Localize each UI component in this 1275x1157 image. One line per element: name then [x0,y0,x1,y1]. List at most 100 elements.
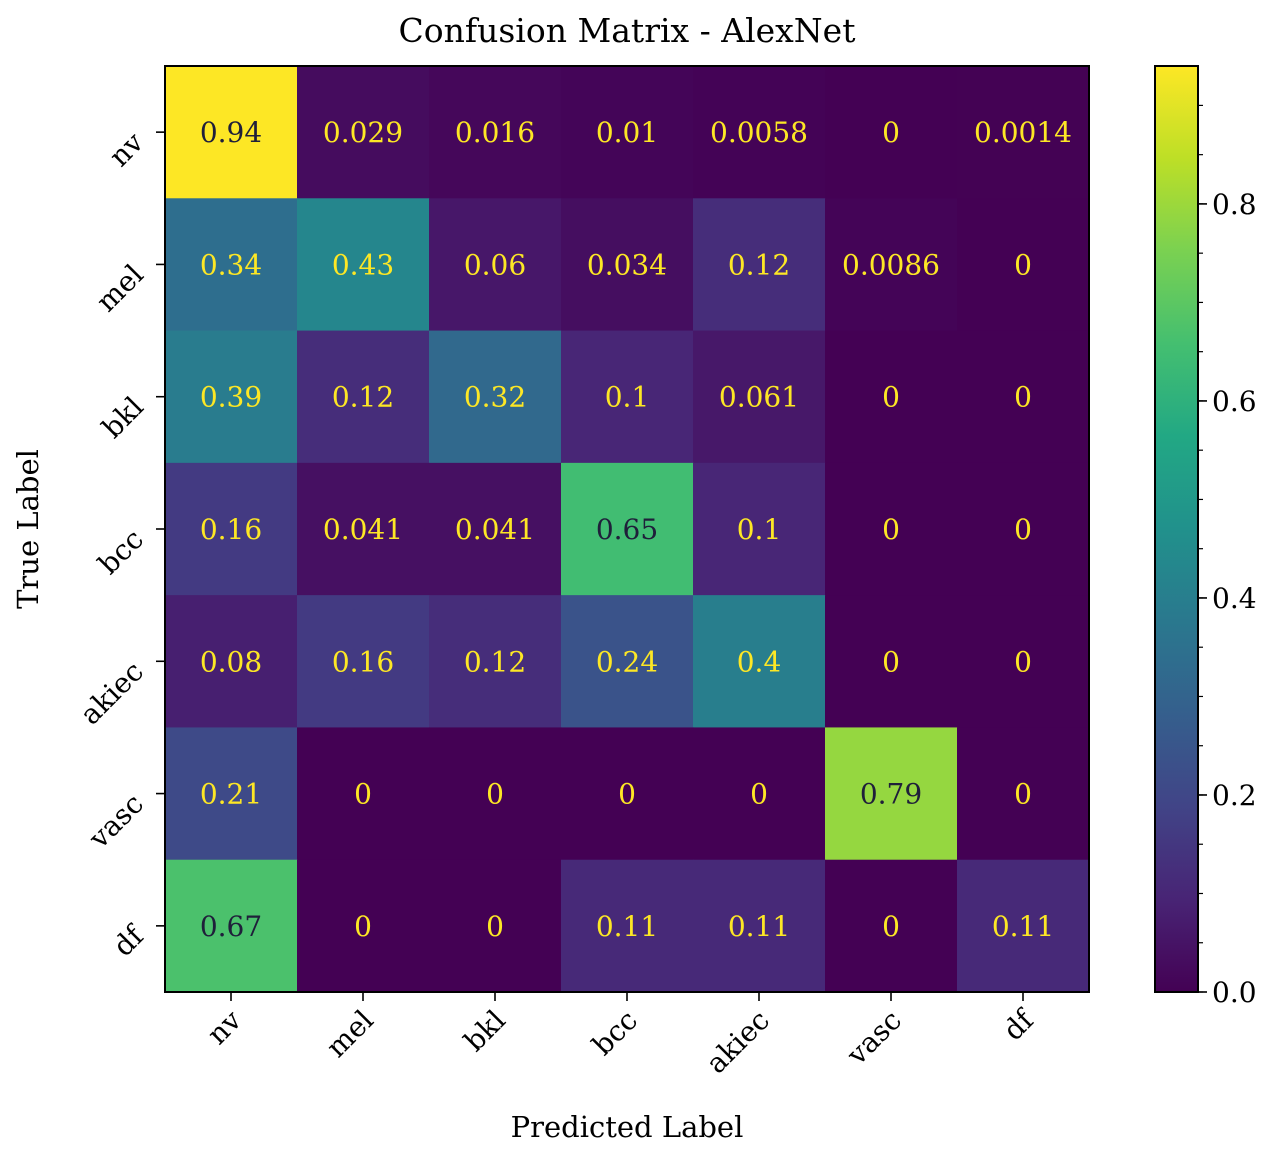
heatmap-cell [561,595,694,729]
heatmap-cell [297,198,430,332]
cell-value-label: 0 [882,381,900,414]
colorbar-tick-label: 0.2 [1212,779,1257,812]
colorbar-tick-label: 0.6 [1212,385,1257,418]
heatmap-cell [693,595,826,729]
heatmap-cell-labels: 0.94 0.029 0.016 0.01 0.0058 0 0.0014 0.34 0.43 0… [200,116,1072,943]
heatmap-cell [165,66,298,199]
heatmap-cell [957,727,1090,861]
heatmap-cell [165,198,298,332]
cell-value-label: 0.0058 [710,116,808,149]
heatmap-cell [957,330,1090,464]
cell-value-label: 0 [882,645,900,678]
cell-value-label: 0.65 [596,513,658,546]
heatmap-cell [957,595,1090,729]
y-tick-label: bkl [96,390,150,444]
heatmap-cell [561,330,694,464]
heatmap-cell [429,66,562,199]
cell-value-label: 0 [1014,513,1032,546]
colorbar [1154,65,1199,993]
heatmap-cell [957,462,1090,596]
cell-value-label: 0.67 [200,910,262,943]
y-tick-label: bcc [92,523,150,581]
cell-value-label: 0.08 [200,645,262,678]
cell-value-label: 0.94 [200,116,262,149]
heatmap-cell [165,727,298,861]
y-tick-label: df [107,918,152,963]
heatmap-cell [297,330,430,464]
cell-value-label: 0 [882,116,900,149]
cell-value-label: 0.16 [332,645,394,678]
heatmap-cell [165,330,298,464]
x-axis-ticks: nv mel bkl bcc akiec vasc df [201,992,1042,1080]
heatmap-cell [561,66,694,199]
colorbar-ticks: 0.0 0.2 0.4 0.6 0.8 [1198,104,1257,1009]
heatmap-cell [429,727,562,861]
heatmap-cell [429,330,562,464]
heatmap-cell [297,727,430,861]
heatmap-cell [429,859,562,993]
cell-value-label: 0.06 [464,248,526,281]
colorbar-tick-label: 0.4 [1212,582,1257,615]
heatmap-cell [825,66,958,199]
heatmap-cell [825,859,958,993]
cell-value-label: 0.034 [587,248,667,281]
heatmap-cell [957,859,1090,993]
cell-value-label: 0.11 [596,910,658,943]
x-tick-label: mel [320,1004,380,1064]
heatmap-cell [957,198,1090,332]
heatmap-cell [561,198,694,332]
cell-value-label: 0 [750,778,768,811]
cell-value-label: 0 [486,778,504,811]
cell-value-label: 0 [882,513,900,546]
cell-value-label: 0 [354,778,372,811]
heatmap-cell [561,727,694,861]
heatmap-cells [165,66,1090,993]
cell-value-label: 0.0014 [974,116,1072,149]
y-tick-label: mel [90,258,150,318]
cell-value-label: 0.4 [737,645,782,678]
heatmap-cell [693,727,826,861]
cell-value-label: 0.1 [605,381,650,414]
heatmap-cell [429,462,562,596]
cell-value-label: 0 [618,778,636,811]
colorbar-tick-label: 0.8 [1212,188,1257,221]
cell-value-label: 0 [486,910,504,943]
heatmap-cell [561,462,694,596]
cell-value-label: 0.029 [323,116,403,149]
y-tick-label: akiec [74,655,150,731]
heatmap-cell [429,198,562,332]
heatmap-cell [957,66,1090,199]
cell-value-label: 0.01 [596,116,658,149]
heatmap-cell [561,859,694,993]
cell-value-label: 0.24 [596,645,658,678]
cell-value-label: 0.16 [200,513,262,546]
cell-value-label: 0.32 [464,381,526,414]
x-tick-label: bcc [586,1004,644,1062]
cell-value-label: 0 [1014,645,1032,678]
cell-value-label: 0.34 [200,248,262,281]
y-tick-label: nv [103,126,150,173]
y-axis-ticks: nv mel bkl bcc akiec vasc df [74,126,165,963]
heatmap-cell [429,595,562,729]
y-tick-label: vasc [82,787,150,855]
x-axis-label: Predicted Label [511,1110,744,1144]
heatmap-cell [297,595,430,729]
heatmap-cell [825,595,958,729]
heatmap-cell [165,859,298,993]
cell-value-label: 0.041 [323,513,403,546]
cell-value-label: 0 [1014,778,1032,811]
x-tick-label: df [997,1002,1042,1047]
heatmap-cell [693,462,826,596]
cell-value-label: 0 [882,910,900,943]
x-tick-label: akiec [700,1004,776,1080]
cell-value-label: 0.11 [728,910,790,943]
cell-value-label: 0.0086 [842,248,940,281]
heatmap-cell [693,859,826,993]
y-axis-label: True Label [11,449,45,609]
x-tick-label: bkl [458,1004,512,1058]
cell-value-label: 0.061 [719,381,799,414]
heatmap-cell [825,198,958,332]
heatmap-cell [825,330,958,464]
heatmap-cell [297,462,430,596]
colorbar-tick-label: 0.0 [1212,976,1257,1009]
